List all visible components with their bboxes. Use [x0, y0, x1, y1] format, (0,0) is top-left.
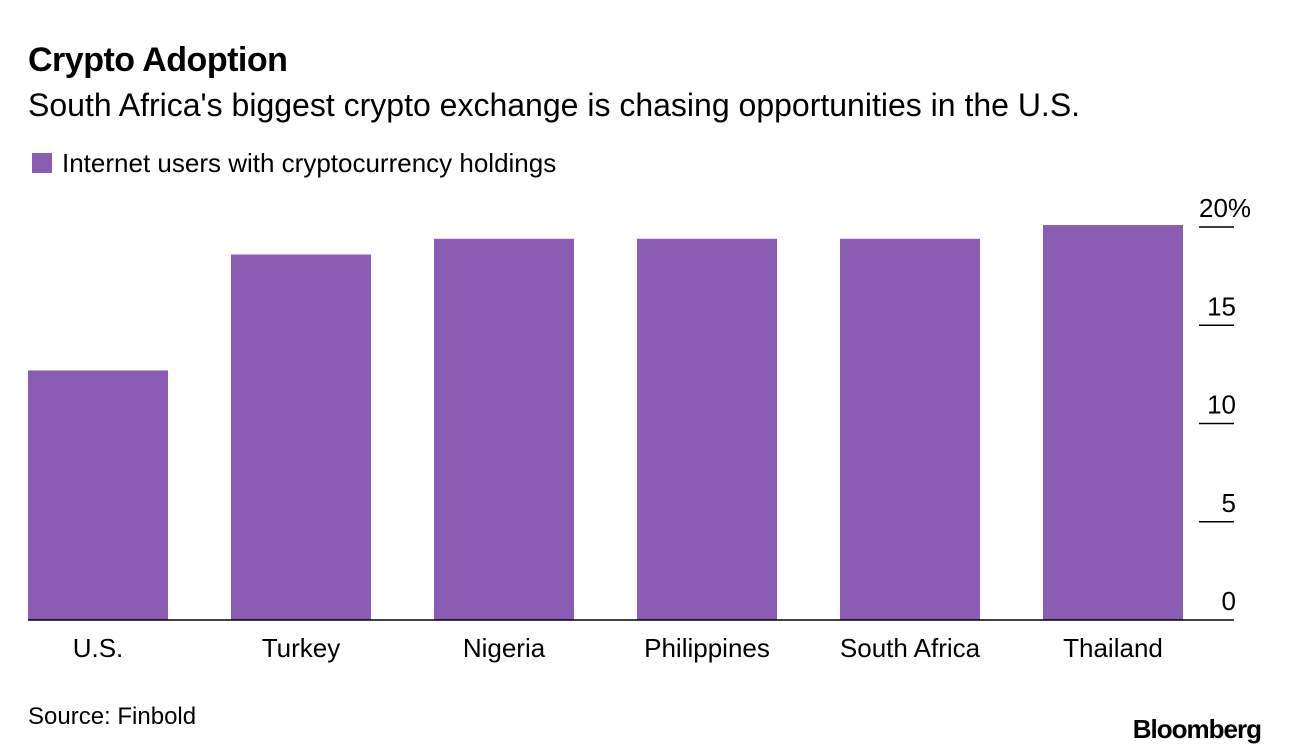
x-tick-label: U.S.	[73, 633, 124, 663]
bar-nigeria	[434, 238, 574, 621]
legend: Internet users with cryptocurrency holdi…	[32, 148, 556, 178]
y-tick-label: 5	[1222, 488, 1236, 518]
bloomberg-logo: Bloomberg	[1132, 714, 1262, 744]
y-tick-label: 0	[1222, 586, 1236, 616]
bar-philippines	[637, 238, 777, 621]
bar-turkey	[231, 254, 371, 620]
y-tick-label: 10	[1207, 390, 1236, 420]
bar-thailand	[1043, 225, 1183, 620]
bar-south-africa	[840, 238, 980, 621]
x-tick-label: Turkey	[262, 633, 341, 663]
x-tick-label: Philippines	[644, 633, 770, 663]
source-note: Source: Finbold	[28, 703, 197, 730]
x-tick-label: Thailand	[1063, 633, 1163, 663]
legend-swatch	[32, 153, 52, 173]
legend-label: Internet users with cryptocurrency holdi…	[62, 148, 557, 178]
bar-u-s	[28, 370, 168, 620]
y-tick-label: 15	[1207, 291, 1236, 321]
chart-subtitle: South Africa's biggest crypto exchange i…	[28, 87, 1081, 123]
y-tick-label: 20%	[1199, 193, 1251, 223]
chart-title: Crypto Adoption	[28, 41, 288, 79]
x-tick-label: South Africa	[840, 633, 981, 663]
x-tick-label: Nigeria	[463, 633, 546, 663]
